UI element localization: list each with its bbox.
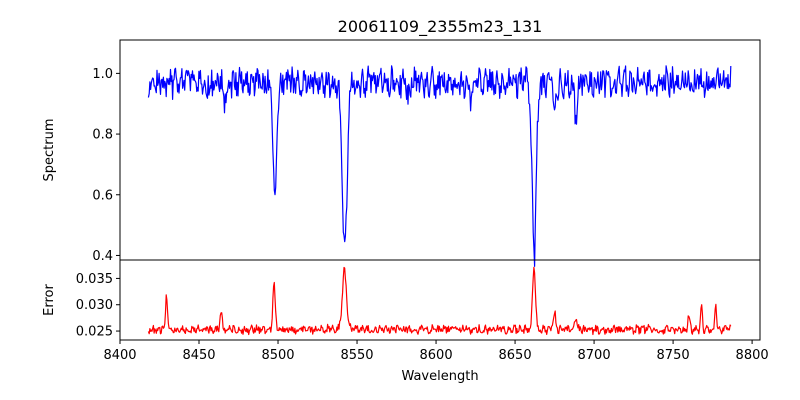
- spectrum-y-tick-label: 0.8: [92, 128, 113, 143]
- error-axes-frame: [119, 259, 761, 341]
- x-tick-label: 8700: [578, 348, 611, 363]
- error-y-tick-label: 0.025: [76, 325, 113, 340]
- spectrum-y-label: Spectrum: [42, 119, 57, 182]
- x-axis-label: Wavelength: [401, 369, 478, 384]
- error-y-ticks: 0.025 0.030 0.035: [76, 272, 120, 340]
- error-y-tick-label: 0.035: [76, 272, 113, 287]
- error-line: [147, 266, 732, 336]
- x-tick-label: 8800: [736, 348, 769, 363]
- x-ticks: 8400 8450 8500 8550 8600 8650 8700 8750 8800: [103, 340, 769, 363]
- spectrum-y-tick-label: 1.0: [92, 67, 113, 82]
- error-y-label: Error: [42, 284, 57, 316]
- x-tick-label: 8400: [103, 348, 136, 363]
- x-tick-label: 8750: [657, 348, 690, 363]
- spectrum-y-tick-label: 0.4: [92, 249, 113, 264]
- error-y-tick-label: 0.030: [76, 298, 113, 313]
- x-tick-label: 8450: [182, 348, 215, 363]
- spectrum-series: [147, 65, 732, 267]
- x-tick-label: 8550: [340, 348, 373, 363]
- chart-title: 20061109_2355m23_131: [338, 17, 543, 37]
- x-tick-label: 8650: [499, 348, 532, 363]
- spectrum-y-ticks: 0.4 0.6 0.8 1.0: [92, 67, 120, 264]
- x-tick-label: 8500: [261, 348, 294, 363]
- spectrum-line: [147, 65, 732, 267]
- x-tick-label: 8600: [420, 348, 453, 363]
- spectrum-y-tick-label: 0.6: [92, 188, 113, 203]
- error-series: [147, 266, 732, 336]
- error-panel: 0.025 0.030 0.035 8400 8450 8500 8550 8600 8650…: [42, 259, 769, 384]
